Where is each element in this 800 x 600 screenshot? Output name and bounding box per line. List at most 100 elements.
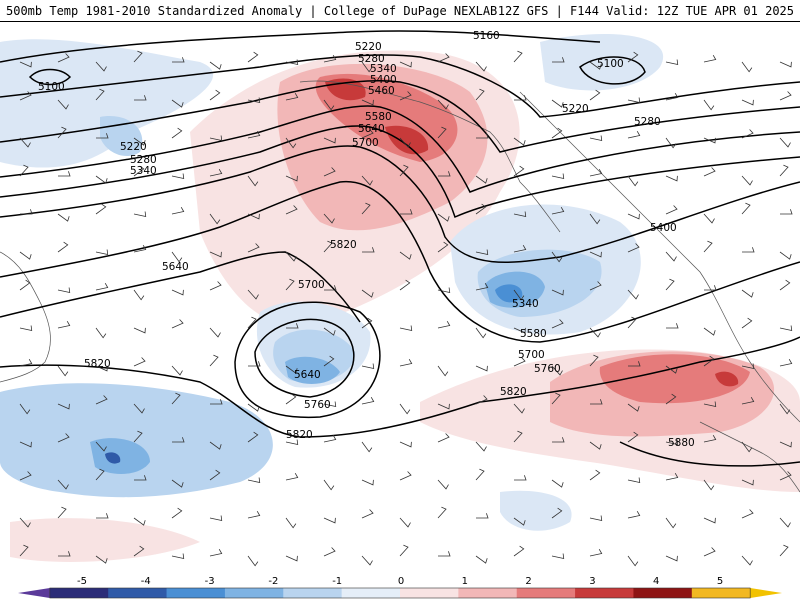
wind-barb	[665, 439, 679, 446]
wind-barb	[19, 61, 32, 68]
wind-barb	[361, 363, 375, 370]
wind-barb	[513, 327, 526, 334]
wind-barb	[133, 137, 146, 146]
wind-barb	[57, 433, 70, 443]
wind-barb	[589, 89, 601, 101]
wind-barb	[19, 325, 33, 332]
wind-barb	[437, 99, 449, 110]
wind-barb	[741, 129, 754, 139]
wind-barb	[437, 126, 447, 139]
colorbar-swatch	[458, 588, 518, 598]
wind-barb	[779, 441, 792, 448]
wind-barb	[780, 209, 793, 215]
contour-label: 5640	[294, 369, 321, 381]
wind-barb	[589, 251, 602, 258]
wind-barb	[171, 319, 184, 329]
wind-barb	[703, 547, 716, 557]
wind-barb	[628, 361, 641, 367]
wind-barb	[475, 88, 485, 101]
wind-barb	[703, 54, 717, 63]
wind-barb	[361, 441, 373, 453]
wind-barb	[513, 137, 526, 146]
contour-5880	[619, 441, 800, 467]
wind-barb	[285, 205, 298, 215]
wind-barb	[513, 545, 525, 557]
contour-label: 5580	[520, 328, 547, 340]
wind-barb	[57, 365, 69, 377]
wind-barb	[627, 555, 639, 567]
wind-barb	[285, 175, 298, 182]
wind-barb	[19, 164, 29, 177]
wind-barb	[133, 211, 147, 218]
wind-barb	[323, 479, 335, 491]
wind-barb	[779, 544, 789, 557]
contour-label: 5220	[562, 103, 589, 115]
wind-barb	[57, 479, 69, 490]
wind-barb	[438, 171, 451, 177]
anomaly-positive-southeast-max	[715, 371, 739, 387]
wind-barb	[476, 513, 489, 519]
wind-barb	[133, 244, 147, 253]
contour-label: 5700	[518, 349, 545, 361]
colorbar-tick-label: -2	[268, 576, 278, 587]
wind-barb	[95, 365, 108, 372]
wind-barb	[513, 165, 525, 177]
wind-barb	[779, 471, 792, 481]
anomaly-negative-southwest-core	[90, 438, 150, 474]
wind-barb	[551, 479, 564, 488]
wind-barb	[513, 50, 523, 63]
colorbar-swatch	[283, 588, 343, 598]
wind-barb	[665, 175, 678, 182]
wind-barb	[589, 469, 601, 481]
wind-barb	[285, 251, 297, 262]
anomaly-negative-southwest	[0, 383, 273, 498]
anomaly-positive-south	[10, 518, 200, 562]
wind-barb	[133, 545, 145, 557]
contour-5220	[0, 54, 800, 118]
wind-barb	[703, 213, 715, 224]
wind-barb	[171, 553, 185, 560]
contour-label: 5760	[304, 399, 331, 411]
wind-barb	[323, 401, 337, 408]
wind-barb	[627, 51, 639, 63]
contour-label: 5760	[534, 363, 561, 375]
contour-label: 5340	[512, 298, 539, 310]
wind-barb	[361, 175, 373, 186]
wind-barb	[95, 327, 107, 339]
colorbar-tick-labels: -5 -4 -3 -2 -1 0 1 2 3 4 5	[77, 576, 723, 587]
wind-barb	[209, 168, 223, 177]
wind-barb	[361, 289, 374, 298]
wind-barb	[703, 434, 717, 443]
wind-barb	[247, 431, 259, 443]
wind-barb	[703, 479, 715, 491]
contour-label: 5640	[162, 261, 189, 273]
wind-barb	[475, 249, 489, 256]
contour-5280	[0, 79, 800, 153]
contour-label: 5820	[330, 239, 357, 251]
wind-barb	[475, 327, 487, 339]
colorbar-swatch	[400, 588, 459, 598]
wind-barb	[209, 61, 222, 70]
wind-barb	[400, 209, 413, 215]
wind-barb	[247, 403, 260, 412]
wind-barb	[437, 403, 450, 410]
anomaly-negative-east-low-max	[495, 284, 523, 303]
colorbar: -5 -4 -3 -2 -1 0 1 2 3 4 5	[0, 572, 800, 600]
contour-label: 5820	[500, 386, 527, 398]
colorbar-swatch	[224, 588, 284, 598]
wind-barb	[741, 317, 753, 329]
wind-barb	[171, 127, 183, 139]
wind-barb	[19, 544, 29, 557]
wind-barb	[57, 320, 71, 329]
contour-label: 5400	[650, 222, 677, 234]
wind-barb	[285, 59, 299, 66]
wind-barb	[95, 249, 109, 256]
wind-barb	[437, 506, 447, 519]
wind-barb	[627, 97, 641, 104]
chart-title: 500mb Temp 1981-2010 Standardized Anomal…	[6, 4, 498, 18]
contour-label: 5280	[130, 154, 157, 166]
contour-5760	[234, 301, 381, 419]
wind-barb	[476, 133, 489, 139]
wind-barb	[19, 517, 31, 528]
colorbar-tick-label: -5	[77, 576, 87, 587]
